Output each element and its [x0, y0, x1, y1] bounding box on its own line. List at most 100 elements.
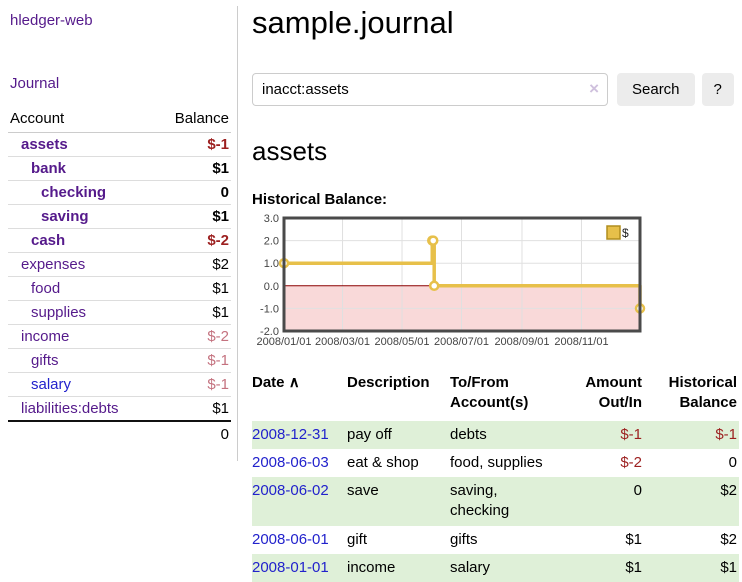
- account-balance: 0: [154, 180, 231, 205]
- account-row: food $1: [8, 276, 231, 301]
- account-row: expenses $2: [8, 252, 231, 277]
- transaction-description: save: [347, 482, 379, 500]
- page-title: sample.journal: [252, 5, 454, 40]
- account-balance: $1: [154, 396, 231, 421]
- svg-text:-2.0: -2.0: [260, 326, 279, 338]
- account-row: bank $1: [8, 156, 231, 181]
- account-balance: $-1: [154, 132, 231, 157]
- description-column-header: Description: [347, 374, 430, 392]
- date-column-header[interactable]: Date ∧: [252, 374, 300, 392]
- transaction-date-link[interactable]: 2008-06-01: [252, 530, 329, 548]
- transaction-balance: $2: [720, 530, 737, 548]
- transaction-description: pay off: [347, 425, 392, 443]
- account-row: checking 0: [8, 180, 231, 205]
- chart-title: Historical Balance:: [252, 191, 388, 209]
- transaction-date-link[interactable]: 2008-12-31: [252, 425, 329, 443]
- transaction-balance: 0: [728, 453, 737, 471]
- amount-column-header: Amount Out/In: [585, 374, 642, 412]
- register-table-header: Date ∧ Description To/From Account(s) Am…: [252, 371, 739, 421]
- transaction-date-link[interactable]: 2008-06-02: [252, 482, 329, 500]
- account-link[interactable]: income: [21, 328, 70, 345]
- svg-text:1.0: 1.0: [264, 258, 279, 270]
- transaction-accounts: debts: [450, 425, 487, 443]
- account-balance: $1: [154, 156, 231, 181]
- svg-text:2008/11/01: 2008/11/01: [554, 336, 608, 348]
- transaction-date-link[interactable]: 2008-01-01: [252, 558, 329, 576]
- account-row: liabilities:debts $1: [8, 396, 231, 421]
- search-button[interactable]: Search: [617, 73, 695, 107]
- transaction-description: income: [347, 558, 396, 576]
- svg-text:-1.0: -1.0: [260, 303, 279, 315]
- clear-search-icon[interactable]: ×: [589, 79, 599, 99]
- transaction-balance: $-1: [715, 425, 737, 443]
- transaction-amount: $-1: [620, 425, 642, 443]
- search-bar: × Search ?: [252, 73, 734, 107]
- svg-text:2008/07/01: 2008/07/01: [434, 336, 489, 348]
- svg-text:0.0: 0.0: [264, 281, 279, 293]
- account-balance: $-1: [154, 348, 231, 373]
- help-button[interactable]: ?: [701, 73, 734, 107]
- svg-text:2008/05/01: 2008/05/01: [374, 336, 429, 348]
- transaction-row: 2008-06-03 eat & shop food, supplies $-2 0: [252, 449, 739, 477]
- svg-text:2008/03/01: 2008/03/01: [315, 336, 370, 348]
- svg-text:2008/09/01: 2008/09/01: [494, 336, 549, 348]
- account-row: salary $-1: [8, 372, 231, 397]
- account-link[interactable]: gifts: [31, 352, 59, 369]
- accounts-table: Account Balance assets $-1 bank $1 checking 0…: [8, 107, 231, 447]
- transaction-row: 2008-01-01 income salary $1 $1: [252, 553, 739, 582]
- transaction-description: gift: [347, 530, 368, 548]
- accounts-total-value: 0: [154, 420, 231, 447]
- account-row: saving $1: [8, 204, 231, 229]
- account-link[interactable]: cash: [31, 232, 66, 249]
- search-input[interactable]: [252, 73, 608, 107]
- transaction-accounts: gifts: [450, 530, 478, 548]
- account-link[interactable]: bank: [31, 160, 67, 177]
- register-table: Date ∧ Description To/From Account(s) Am…: [252, 371, 739, 582]
- account-link[interactable]: supplies: [31, 304, 87, 321]
- account-balance: $-2: [154, 324, 231, 349]
- accounts-column-header: To/From Account(s): [450, 374, 529, 412]
- transaction-row: 2008-12-31 pay off debts $-1 $-1: [252, 420, 739, 449]
- svg-text:2008/01/01: 2008/01/01: [256, 336, 311, 348]
- account-link[interactable]: checking: [41, 184, 107, 201]
- transaction-accounts: food, supplies: [450, 453, 543, 471]
- transaction-date-link[interactable]: 2008-06-03: [252, 453, 329, 471]
- main-content: sample.journal × Search ? assets Histori…: [238, 5, 742, 582]
- account-row: assets $-1: [8, 132, 231, 157]
- transaction-accounts: saving, checking: [450, 482, 510, 520]
- account-row: supplies $1: [8, 300, 231, 325]
- accounts-total-row: 0: [8, 420, 231, 447]
- account-balance: $-1: [154, 372, 231, 397]
- transaction-row: 2008-06-02 save saving, checking 0 $2: [252, 477, 739, 526]
- transaction-amount: $1: [625, 558, 642, 576]
- svg-text:2.0: 2.0: [264, 236, 279, 248]
- accounts-table-header: Account Balance: [8, 107, 231, 133]
- account-link[interactable]: liabilities:debts: [21, 400, 119, 417]
- balance-column-header: Historical Balance: [668, 374, 737, 412]
- historical-balance-chart: 2008/01/01 2008/03/01 2008/05/01 2008/07/01…: [256, 213, 646, 348]
- transaction-balance: $1: [720, 558, 737, 576]
- account-row: gifts $-1: [8, 348, 231, 373]
- app-title-link[interactable]: hledger-web: [10, 12, 93, 29]
- account-balance: $-2: [154, 228, 231, 253]
- transaction-amount: 0: [633, 482, 642, 500]
- sidebar-item-journal[interactable]: Journal: [10, 75, 60, 92]
- transaction-amount: $1: [625, 530, 642, 548]
- transaction-balance: $2: [720, 482, 737, 500]
- account-column-header: Account: [8, 107, 155, 133]
- svg-text:$: $: [622, 226, 629, 240]
- account-balance: $1: [154, 204, 231, 229]
- svg-text:3.0: 3.0: [264, 214, 279, 225]
- account-link[interactable]: saving: [41, 208, 89, 225]
- transaction-description: eat & shop: [347, 453, 419, 471]
- account-link[interactable]: expenses: [21, 256, 86, 273]
- transaction-row: 2008-06-01 gift gifts $1 $2: [252, 526, 739, 554]
- account-row: cash $-2: [8, 228, 231, 253]
- transaction-accounts: salary: [450, 558, 491, 576]
- account-link[interactable]: assets: [21, 136, 68, 153]
- account-link[interactable]: salary: [31, 376, 72, 393]
- account-balance: $2: [154, 252, 231, 277]
- account-link[interactable]: food: [31, 280, 61, 297]
- account-heading: assets: [252, 136, 328, 167]
